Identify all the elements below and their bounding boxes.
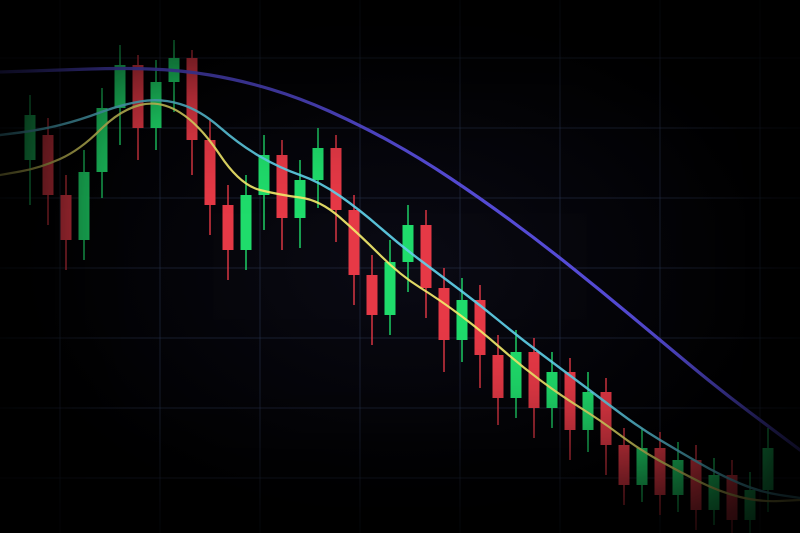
- candle-bullish: [115, 65, 126, 108]
- candle-bearish: [691, 460, 702, 510]
- candle-bearish: [61, 195, 72, 240]
- candle-bearish: [493, 355, 504, 398]
- candlestick-chart[interactable]: [0, 0, 800, 533]
- candle-bullish: [403, 225, 414, 262]
- candle-bearish: [331, 148, 342, 210]
- candle-bullish: [745, 490, 756, 520]
- candle-bullish: [709, 475, 720, 510]
- candle-bullish: [673, 460, 684, 495]
- candle-layer: [25, 40, 774, 533]
- candle-bullish: [313, 148, 324, 180]
- candle-bullish: [79, 172, 90, 240]
- candle-bearish: [529, 352, 540, 408]
- candle-bearish: [655, 448, 666, 495]
- candle-bearish: [439, 288, 450, 340]
- ma-fast: [0, 104, 800, 502]
- candle-bearish: [367, 275, 378, 315]
- candle-bearish: [205, 140, 216, 205]
- candle-bullish: [241, 195, 252, 250]
- candle-bearish: [133, 65, 144, 128]
- candle-bearish: [619, 445, 630, 485]
- ma-mid: [0, 100, 800, 498]
- candle-bullish: [385, 262, 396, 315]
- candle-bearish: [277, 155, 288, 218]
- candle-bullish: [25, 115, 36, 160]
- candle-bearish: [223, 205, 234, 250]
- candle-bullish: [97, 108, 108, 172]
- candle-bearish: [349, 210, 360, 275]
- candle-bullish: [763, 448, 774, 490]
- candle-bearish: [421, 225, 432, 288]
- chart-canvas: [0, 0, 800, 533]
